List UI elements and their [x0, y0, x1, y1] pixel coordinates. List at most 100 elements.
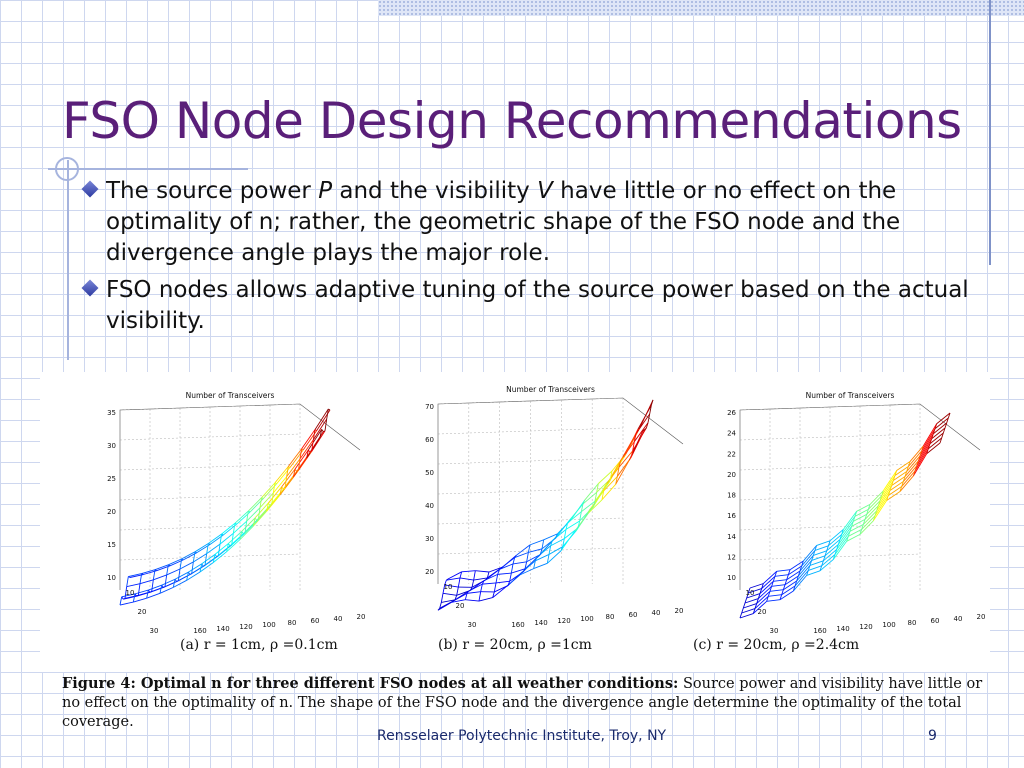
y-tick-label: 10	[746, 589, 755, 597]
mesh-line	[872, 515, 876, 521]
mesh-line	[819, 565, 823, 571]
mesh-line	[767, 591, 771, 597]
mesh-line	[888, 486, 902, 496]
mesh-line	[757, 593, 761, 599]
mesh-line	[234, 510, 249, 524]
mesh-line	[739, 612, 743, 619]
mesh-line	[510, 563, 514, 574]
mesh-line	[752, 608, 756, 614]
mesh-line	[792, 585, 796, 592]
mesh-line	[311, 439, 314, 452]
mesh-line	[478, 591, 482, 602]
mesh-line	[637, 405, 652, 430]
x-tick-label: 40	[652, 609, 661, 617]
mesh-line	[292, 469, 296, 478]
mesh-line	[872, 500, 888, 522]
y-tick-label: 10	[444, 583, 453, 591]
footer-text: Rensselaer Polytechnic Institute, Troy, …	[377, 728, 667, 744]
symbol-p: P	[318, 178, 333, 204]
x-tick-label: 140	[534, 619, 547, 627]
mesh-line	[859, 520, 874, 535]
mesh-line	[442, 584, 446, 594]
mesh-line	[507, 581, 511, 586]
mesh-line	[933, 422, 947, 435]
mesh-line	[808, 565, 822, 571]
mesh-line	[769, 589, 784, 592]
mesh-line	[457, 577, 461, 588]
bullet-text: The source power	[106, 178, 319, 204]
mesh-line	[514, 552, 529, 559]
mesh-line	[912, 453, 928, 477]
z-tick-label: 15	[107, 541, 116, 549]
mesh-line	[901, 481, 904, 487]
mesh-line	[454, 595, 458, 600]
mesh-line	[851, 521, 854, 527]
z-tick-label: 16	[727, 512, 736, 520]
mesh-line	[565, 520, 580, 530]
mesh-line	[841, 516, 856, 535]
mesh-line	[834, 549, 838, 555]
mesh-line	[618, 460, 622, 468]
mesh-line	[821, 560, 824, 566]
mesh-line	[822, 555, 826, 561]
x-tick-label: 80	[606, 613, 615, 621]
mesh-line	[294, 449, 309, 470]
x-tick-label: 80	[908, 619, 917, 627]
mesh-line	[946, 417, 949, 424]
z-tick-label: 10	[107, 574, 116, 582]
mesh-line	[529, 539, 544, 546]
mesh-line	[605, 483, 608, 486]
mesh-line	[606, 482, 609, 485]
mesh-line	[444, 580, 447, 586]
mesh-line	[266, 494, 281, 512]
mesh-line	[149, 591, 152, 593]
mesh-line	[159, 586, 174, 594]
mesh-line	[269, 504, 272, 506]
mesh-line	[301, 429, 316, 450]
mesh-line	[816, 540, 831, 546]
mesh-line	[882, 470, 898, 492]
mesh-line	[892, 475, 896, 481]
mesh-line	[899, 486, 903, 492]
mesh-line	[299, 448, 303, 459]
z-tick-label: 20	[727, 471, 736, 479]
mesh-line	[786, 574, 789, 580]
mesh-line	[859, 529, 863, 535]
mesh-line	[201, 553, 216, 565]
mesh-line	[609, 470, 613, 480]
mesh-line	[867, 504, 871, 510]
mesh-line	[166, 568, 181, 576]
mesh-line	[468, 589, 471, 592]
mesh-line	[193, 553, 207, 563]
mesh-line	[550, 538, 565, 547]
mesh-line	[312, 429, 316, 440]
mesh-line	[500, 557, 515, 569]
mesh-line	[836, 531, 851, 550]
mesh-line	[763, 570, 777, 584]
mesh-line	[159, 585, 163, 594]
mesh-line	[453, 599, 456, 602]
mesh-line	[534, 556, 538, 562]
mesh-line	[485, 577, 488, 581]
mesh-line	[509, 572, 512, 582]
mesh-line	[917, 455, 921, 462]
mesh-line	[894, 470, 898, 476]
mesh-line	[219, 532, 234, 545]
mesh-line	[231, 533, 234, 546]
mesh-line	[188, 563, 202, 573]
mesh-line	[536, 555, 539, 558]
mesh-line	[511, 568, 526, 574]
mesh-line	[319, 429, 323, 438]
mesh-line	[241, 517, 256, 532]
title-underline-rule	[48, 168, 248, 170]
mesh-line	[931, 433, 934, 439]
mesh-line	[809, 560, 813, 566]
mesh-line	[589, 490, 605, 510]
mesh-line	[299, 439, 314, 460]
mesh-line	[199, 562, 214, 573]
mesh-line	[137, 583, 141, 596]
mesh-line	[846, 533, 861, 542]
x-tick-label: 160	[193, 627, 206, 635]
mesh-line	[252, 510, 268, 527]
mesh-line	[603, 485, 606, 492]
